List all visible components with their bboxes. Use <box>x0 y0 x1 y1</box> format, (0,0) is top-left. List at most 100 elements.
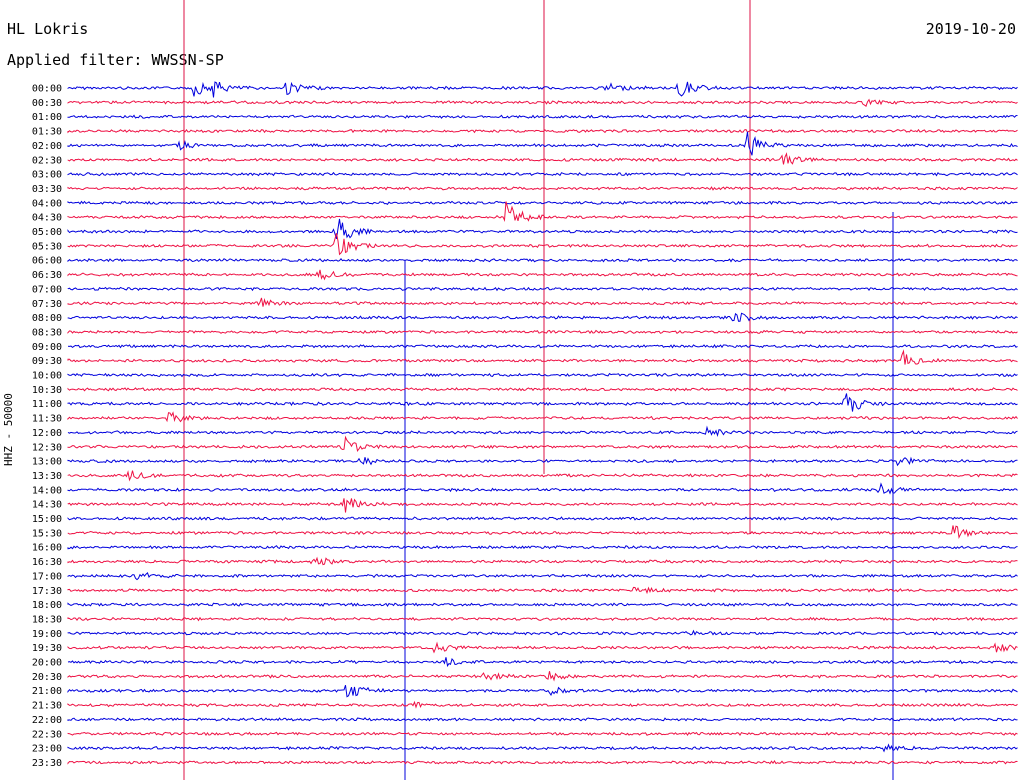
row-time-label: 12:00 <box>32 428 62 439</box>
row-time-label: 17:30 <box>32 586 62 597</box>
seismic-trace <box>67 731 1018 737</box>
row-time-label: 04:30 <box>32 213 62 224</box>
seismic-trace <box>67 312 1018 322</box>
row-time-label: 20:00 <box>32 658 62 669</box>
row-time-label: 19:00 <box>32 629 62 640</box>
seismic-trace <box>67 81 1018 98</box>
seismic-trace <box>67 717 1018 722</box>
row-time-label: 10:00 <box>32 371 62 382</box>
seismic-trace <box>67 572 1018 581</box>
seismic-trace <box>67 671 1018 682</box>
seismic-trace <box>67 257 1018 263</box>
seismic-trace <box>67 171 1018 177</box>
row-time-label: 18:00 <box>32 600 62 611</box>
row-time-label: 15:30 <box>32 528 62 539</box>
seismic-trace <box>67 186 1018 191</box>
seismic-trace <box>67 201 1018 223</box>
seismic-trace <box>67 470 1018 482</box>
row-time-label: 17:00 <box>32 571 62 582</box>
seismic-trace <box>67 641 1018 654</box>
row-time-label: 10:30 <box>32 385 62 396</box>
row-time-label: 01:00 <box>32 112 62 123</box>
row-time-label: 02:00 <box>32 141 62 152</box>
row-time-label: 08:00 <box>32 313 62 324</box>
seismic-trace <box>67 545 1018 550</box>
row-time-label: 07:30 <box>32 299 62 310</box>
seismic-trace <box>67 760 1018 765</box>
station-title: HL Lokris <box>7 20 89 38</box>
row-time-label: 20:30 <box>32 672 62 683</box>
row-time-label: 23:30 <box>32 758 62 769</box>
row-time-label: 08:30 <box>32 327 62 338</box>
seismic-trace <box>67 128 1018 134</box>
seismic-trace <box>67 98 1018 108</box>
row-time-label: 12:30 <box>32 442 62 453</box>
row-time-label: 21:00 <box>32 686 62 697</box>
row-time-label: 09:30 <box>32 356 62 367</box>
seismic-trace <box>67 602 1018 607</box>
seismic-trace <box>67 349 1018 365</box>
seismic-trace <box>67 425 1018 438</box>
seismic-trace <box>67 498 1018 513</box>
row-time-label: 11:00 <box>32 399 62 410</box>
seismic-trace <box>67 218 1018 239</box>
seismic-trace <box>67 200 1018 206</box>
seismic-trace <box>67 685 1018 698</box>
row-time-label: 03:00 <box>32 170 62 181</box>
seismic-trace <box>67 616 1018 622</box>
seismic-trace <box>67 586 1018 595</box>
seismic-trace <box>67 286 1018 292</box>
row-time-label: 03:30 <box>32 184 62 195</box>
seismic-trace <box>67 556 1018 566</box>
seismic-trace <box>67 629 1018 636</box>
seismic-trace <box>67 269 1018 281</box>
seismic-trace <box>67 233 1018 256</box>
row-time-label: 09:00 <box>32 342 62 353</box>
seismic-trace <box>67 411 1018 423</box>
row-time-label: 11:30 <box>32 414 62 425</box>
row-time-label: 02:30 <box>32 155 62 166</box>
seismic-trace <box>67 114 1018 119</box>
seismic-trace <box>67 743 1018 753</box>
row-time-label: 05:00 <box>32 227 62 238</box>
filter-label: Applied filter: WWSSN-SP <box>7 51 224 69</box>
row-time-label: 00:30 <box>32 98 62 109</box>
seismic-trace <box>67 525 1018 539</box>
row-time-label: 13:30 <box>32 471 62 482</box>
seismic-trace <box>67 297 1018 307</box>
seismic-trace <box>67 657 1018 668</box>
row-time-label: 04:00 <box>32 198 62 209</box>
row-time-label: 16:30 <box>32 557 62 568</box>
row-time-label: 05:30 <box>32 241 62 252</box>
seismic-trace <box>67 344 1018 349</box>
seismic-trace <box>67 435 1018 452</box>
row-time-label: 06:30 <box>32 270 62 281</box>
date-label: 2019-10-20 <box>925 20 1016 38</box>
row-time-label: 16:00 <box>32 543 62 554</box>
row-time-label: 21:30 <box>32 701 62 712</box>
seismic-trace <box>67 329 1018 335</box>
row-time-label: 14:00 <box>32 485 62 496</box>
seismic-trace <box>67 456 1018 467</box>
seismic-trace <box>67 131 1018 156</box>
row-time-label: 15:00 <box>32 514 62 525</box>
seismic-trace <box>67 700 1018 709</box>
seismic-trace <box>67 152 1018 165</box>
seismic-trace <box>67 372 1018 378</box>
row-time-label: 22:00 <box>32 715 62 726</box>
row-time-label: 06:00 <box>32 256 62 267</box>
seismic-trace <box>67 516 1018 521</box>
seismic-trace <box>67 387 1018 392</box>
seismic-trace <box>67 393 1018 412</box>
seismic-trace <box>67 482 1018 495</box>
row-time-label: 19:30 <box>32 643 62 654</box>
row-time-label: 07:00 <box>32 284 62 295</box>
row-time-label: 00:00 <box>32 84 62 95</box>
row-time-label: 14:30 <box>32 500 62 511</box>
row-time-label: 22:30 <box>32 729 62 740</box>
row-time-label: 01:30 <box>32 127 62 138</box>
row-time-label: 18:30 <box>32 614 62 625</box>
row-time-label: 13:00 <box>32 457 62 468</box>
row-time-label: 23:00 <box>32 744 62 755</box>
